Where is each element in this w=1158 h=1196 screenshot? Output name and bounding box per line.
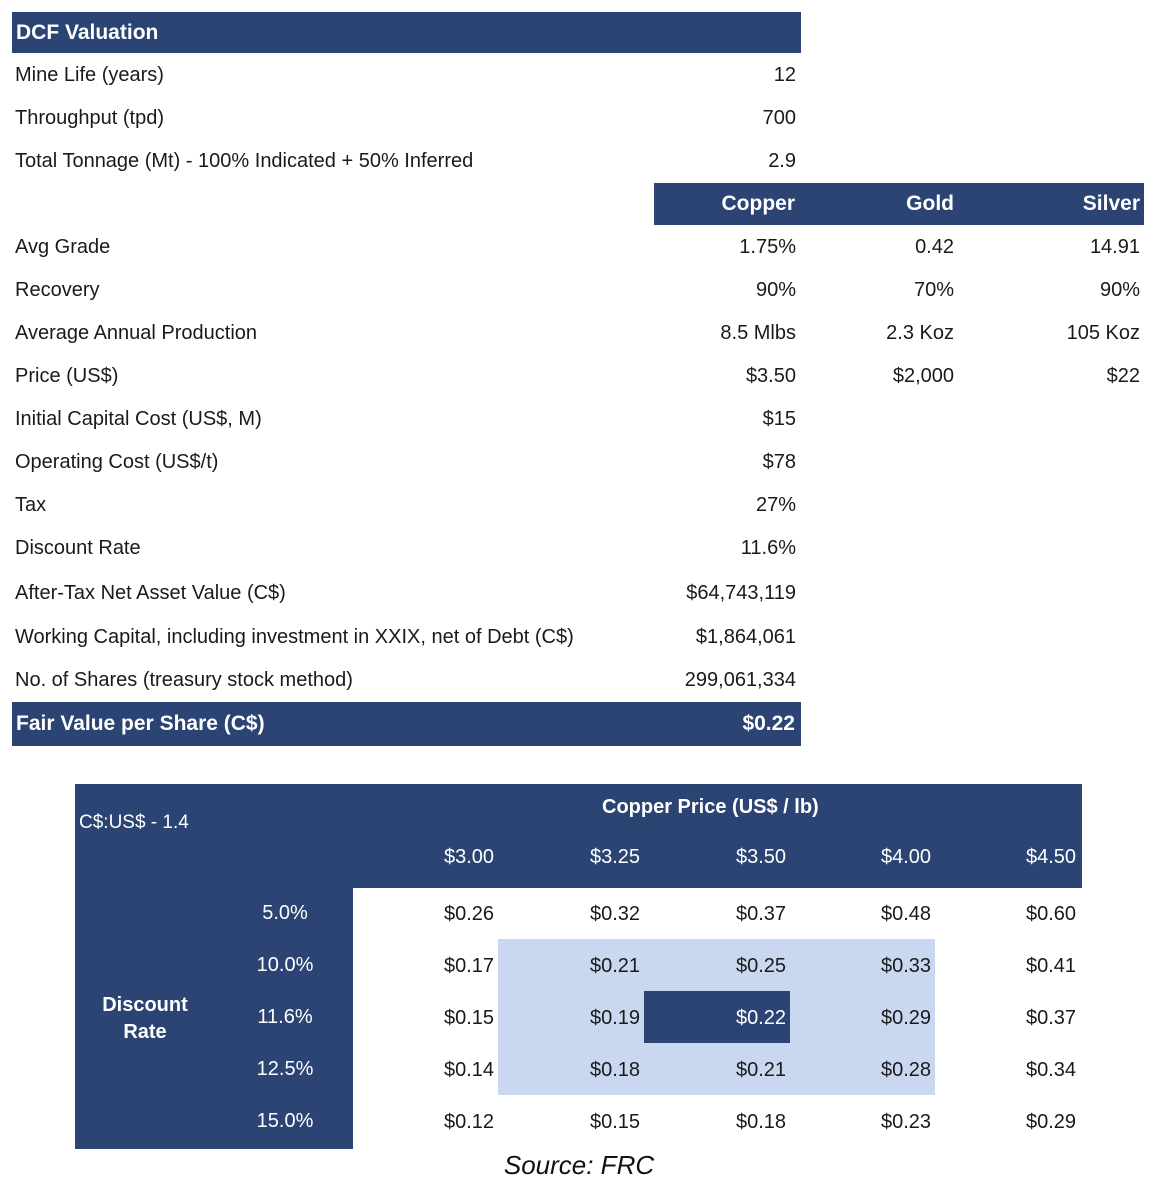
row-value: 12 <box>773 64 796 86</box>
grid-cell: $0.37 <box>1025 1007 1077 1029</box>
rate-label: 10.0% <box>256 954 314 976</box>
silver-value: 90% <box>1099 279 1140 301</box>
copper-value: 1.75% <box>739 236 796 258</box>
rate-label: 15.0% <box>256 1110 314 1132</box>
rate-label: 12.5% <box>256 1058 314 1080</box>
grid-cell: $0.15 <box>443 1007 495 1029</box>
silver-value: 105 Koz <box>1066 322 1140 344</box>
row-value: 2.9 <box>768 150 796 172</box>
row-label: Average Annual Production <box>15 322 258 344</box>
dcf-title: DCF Valuation <box>12 12 801 53</box>
copper-price-title: Copper Price (US$ / lb) <box>602 796 819 818</box>
price-header: $4.00 <box>880 846 932 868</box>
copper-value: $3.50 <box>745 365 796 387</box>
grid-cell: $0.29 <box>880 1007 932 1029</box>
row-label: Recovery <box>15 279 100 301</box>
grid-cell: $0.17 <box>443 955 495 977</box>
grid-cell: $0.60 <box>1025 903 1077 925</box>
metal-copper-header: Copper <box>721 192 796 215</box>
price-header: $4.50 <box>1025 846 1077 868</box>
silver-value: $22 <box>1106 365 1140 387</box>
fair-value-row: Fair Value per Share (C$) $0.22 <box>12 702 801 746</box>
grid-cell: $0.15 <box>589 1111 641 1133</box>
row-label: Tax <box>15 494 47 516</box>
source-note: Source: FRC <box>503 1150 655 1180</box>
row-value: 27% <box>755 494 796 516</box>
grid-cell: $0.22 <box>735 1007 787 1029</box>
row-value: $15 <box>762 408 796 430</box>
grid-cell: $0.28 <box>880 1059 932 1081</box>
grid-cell: $0.21 <box>589 955 641 977</box>
row-value: $1,864,061 <box>695 626 796 648</box>
row-value: 11.6% <box>740 537 796 559</box>
row-label: Operating Cost (US$/t) <box>15 451 219 473</box>
copper-value: 8.5 Mlbs <box>720 322 796 344</box>
row-label: Avg Grade <box>15 236 111 258</box>
base-case-cell <box>644 991 790 1043</box>
fair-value-amount: $0.22 <box>742 712 795 735</box>
metal-header: Copper Gold Silver <box>654 183 1144 225</box>
grid-cell: $0.48 <box>880 903 932 925</box>
grid-cell: $0.18 <box>589 1059 641 1081</box>
grid-cell: $0.26 <box>443 903 495 925</box>
rate-label: 5.0% <box>262 902 308 924</box>
grid-cell: $0.33 <box>880 955 932 977</box>
discount-rate-column: Discount Rate 5.0% 10.0% 11.6% 12.5% 15.… <box>75 888 353 1149</box>
copper-value: 90% <box>755 279 796 301</box>
row-value: $78 <box>762 451 796 473</box>
row-label: Total Tonnage (Mt) - 100% Indicated + 50… <box>15 150 474 172</box>
grid-cell: $0.29 <box>1025 1111 1077 1133</box>
row-value: $64,743,119 <box>686 582 796 604</box>
price-header: $3.25 <box>589 846 641 868</box>
gold-value: 2.3 Koz <box>886 322 954 344</box>
grid-cell: $0.37 <box>735 903 787 925</box>
row-label: No. of Shares (treasury stock method) <box>15 669 353 691</box>
grid-cell: $0.21 <box>735 1059 787 1081</box>
grid-cell: $0.18 <box>735 1111 787 1133</box>
row-label: Working Capital, including investment in… <box>15 626 574 648</box>
row-label: Throughput (tpd) <box>15 107 164 129</box>
gold-value: 70% <box>913 279 954 301</box>
rate-label: 11.6% <box>257 1006 313 1028</box>
gold-value: $2,000 <box>892 365 954 387</box>
row-value: 299,061,334 <box>684 669 796 691</box>
grid-cell: $0.23 <box>880 1111 932 1133</box>
fair-value-label: Fair Value per Share (C$) <box>16 712 265 735</box>
grid-cell: $0.32 <box>589 903 641 925</box>
metal-gold-header: Gold <box>906 192 954 215</box>
metal-silver-header: Silver <box>1082 192 1140 215</box>
silver-value: 14.91 <box>1089 236 1140 258</box>
row-label: Initial Capital Cost (US$, M) <box>15 408 262 430</box>
price-header: $3.00 <box>443 846 495 868</box>
grid-cell: $0.34 <box>1025 1059 1077 1081</box>
row-label: Discount Rate <box>15 537 141 559</box>
row-value: 700 <box>762 107 796 129</box>
discount-rate-label: Discount Rate <box>102 994 188 1043</box>
price-header: $3.50 <box>735 846 787 868</box>
fx-rate-label: C$:US$ - 1.4 <box>79 812 189 833</box>
sensitivity-header: C$:US$ - 1.4 Copper Price (US$ / lb) $3.… <box>75 784 1082 888</box>
grid-cell: $0.12 <box>443 1111 495 1133</box>
gold-value: 0.42 <box>915 236 954 258</box>
row-label: Price (US$) <box>15 365 119 387</box>
row-label: Mine Life (years) <box>15 64 164 86</box>
grid-cell: $0.41 <box>1025 955 1077 977</box>
grid-cell: $0.25 <box>735 955 787 977</box>
grid-cell: $0.19 <box>589 1007 641 1029</box>
row-label: After-Tax Net Asset Value (C$) <box>15 582 286 604</box>
grid-cell: $0.14 <box>443 1059 495 1081</box>
